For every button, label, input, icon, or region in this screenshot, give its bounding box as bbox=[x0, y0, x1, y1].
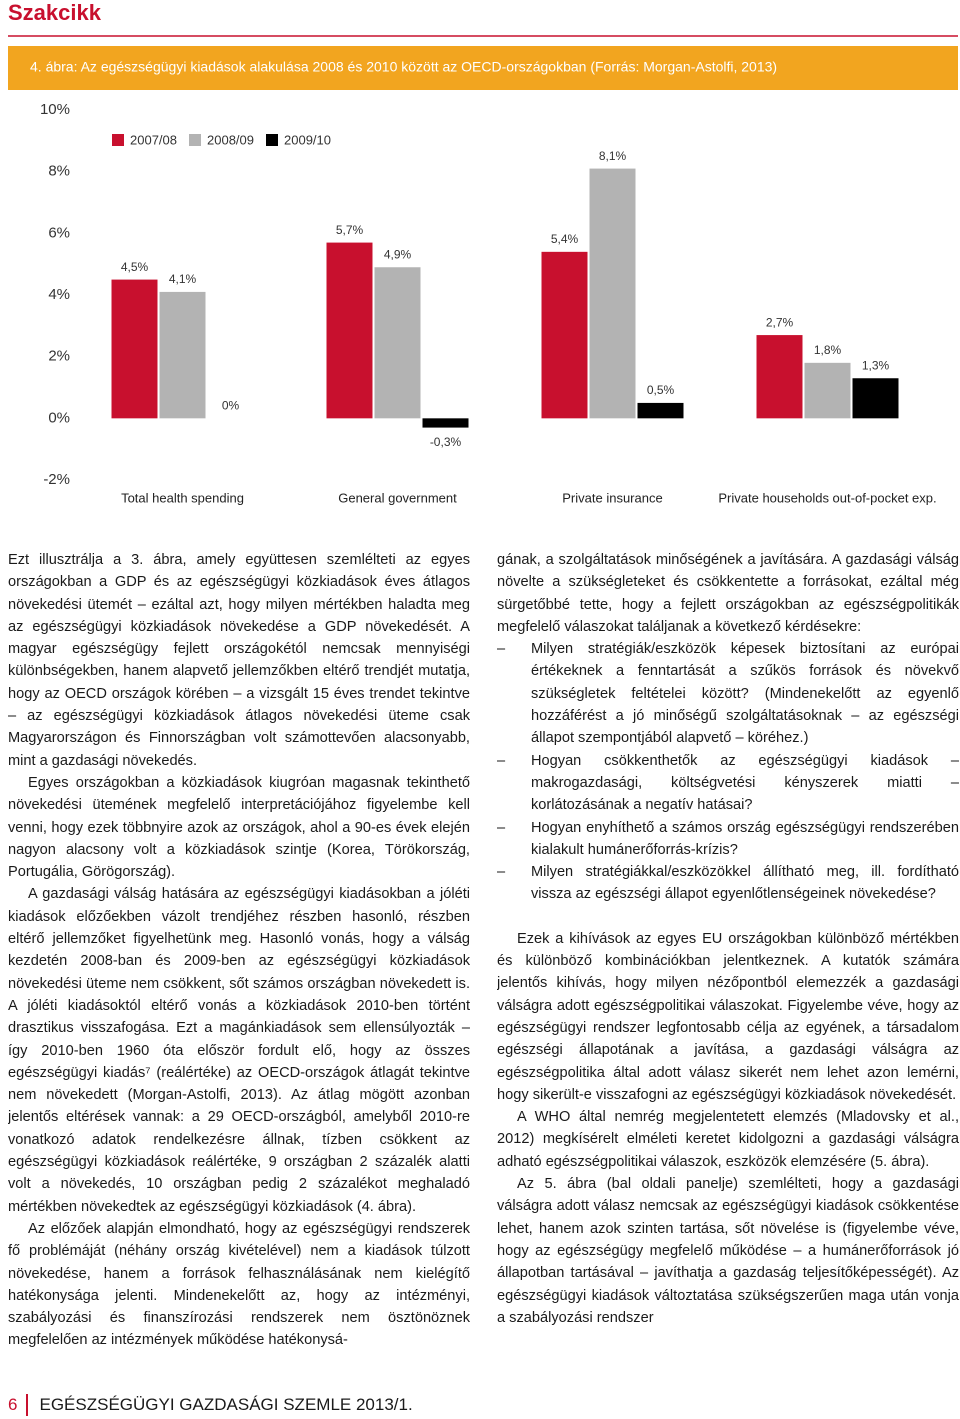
bar bbox=[589, 168, 636, 419]
bar bbox=[756, 335, 803, 419]
value-label: 1,8% bbox=[814, 343, 842, 357]
paragraph: Az 5. ábra (bal oldali panelje) szemlélt… bbox=[497, 1176, 959, 1326]
legend-label: 2009/10 bbox=[284, 132, 331, 147]
legend-label: 2008/09 bbox=[207, 132, 254, 147]
bar bbox=[637, 402, 684, 419]
legend-swatch bbox=[266, 134, 278, 146]
section-title: Szakcikk bbox=[8, 0, 102, 25]
x-tick-label: Total health spending bbox=[121, 490, 244, 505]
legend-label: 2007/08 bbox=[130, 132, 177, 147]
legend-swatch bbox=[112, 134, 124, 146]
left-column: Ezt illusztrálja a 3. ábra, amely együtt… bbox=[8, 549, 470, 1367]
footer: 6 EGÉSZSÉGÜGYI GAZDASÁGI SZEMLE 2013/1. bbox=[8, 1393, 413, 1417]
paragraph: Az előzőek alapján elmondható, hogy az e… bbox=[8, 1220, 470, 1349]
list-item: Milyen stratégiák/eszközök képesek bizto… bbox=[497, 638, 959, 749]
value-label: -0,3% bbox=[430, 435, 462, 449]
value-label: 5,7% bbox=[336, 223, 364, 237]
value-label: 5,4% bbox=[551, 232, 579, 246]
value-label: 0,5% bbox=[647, 383, 675, 397]
page-number: 6 bbox=[8, 1395, 18, 1414]
value-label: 4,9% bbox=[384, 247, 412, 261]
bar bbox=[422, 418, 469, 428]
spacer bbox=[497, 906, 959, 928]
list-item: Hogyan csökkenthetők az egészségügyi kia… bbox=[497, 750, 959, 817]
y-tick-label: -2% bbox=[43, 471, 70, 488]
y-tick-label: 2% bbox=[48, 348, 70, 365]
paragraph: gának, a szolgáltatások minőségének a ja… bbox=[497, 552, 959, 635]
x-tick-label: Private households out-of-pocket exp. bbox=[718, 490, 936, 505]
value-label: 1,3% bbox=[862, 358, 890, 372]
y-tick-label: 4% bbox=[48, 286, 70, 303]
y-tick-label: 6% bbox=[48, 224, 70, 241]
bar bbox=[804, 362, 851, 419]
y-tick-label: 0% bbox=[48, 409, 70, 426]
bar bbox=[374, 267, 421, 419]
bar bbox=[111, 279, 158, 419]
paragraph: A WHO által nemrég megjelentetett elemzé… bbox=[497, 1109, 959, 1170]
bar bbox=[326, 242, 373, 419]
paragraph: Egyes országokban a közkiadások kiugróan… bbox=[8, 774, 470, 881]
figure: Szakcikk 4. ábra: Az egészségügyi kiadás… bbox=[8, 0, 958, 505]
value-label: 8,1% bbox=[599, 149, 627, 163]
right-column: gának, a szolgáltatások minőségének a ja… bbox=[497, 549, 959, 1367]
title-band bbox=[8, 46, 958, 90]
paragraph: Ezek a kihívások az egyes EU országokban… bbox=[497, 930, 959, 1103]
value-label: 2,7% bbox=[766, 315, 794, 329]
bar bbox=[159, 291, 206, 419]
question-list: Milyen stratégiák/eszközök képesek bizto… bbox=[497, 638, 959, 906]
list-item: Hogyan enyhíthető a számos ország egészs… bbox=[497, 817, 959, 862]
bar bbox=[541, 251, 588, 419]
footer-rule bbox=[26, 1394, 28, 1416]
journal-name: EGÉSZSÉGÜGYI GAZDASÁGI SZEMLE 2013/1. bbox=[39, 1395, 413, 1414]
paragraph: A gazdasági válság hatására az egészségü… bbox=[8, 886, 470, 1215]
value-label: 4,5% bbox=[121, 260, 149, 274]
value-label: 4,1% bbox=[169, 272, 197, 286]
x-tick-label: General government bbox=[338, 490, 457, 505]
list-item: Milyen stratégiákkal/eszközökkel állítha… bbox=[497, 861, 959, 906]
value-label: 0% bbox=[222, 399, 240, 413]
paragraph: Ezt illusztrálja a 3. ábra, amely együtt… bbox=[8, 552, 470, 769]
chart-title: 4. ábra: Az egészségügyi kiadások alakul… bbox=[30, 59, 777, 75]
x-tick-label: Private insurance bbox=[562, 490, 662, 505]
y-tick-label: 8% bbox=[48, 163, 70, 180]
bar bbox=[852, 378, 899, 419]
y-tick-label: 10% bbox=[40, 101, 70, 118]
legend-swatch bbox=[189, 134, 201, 146]
